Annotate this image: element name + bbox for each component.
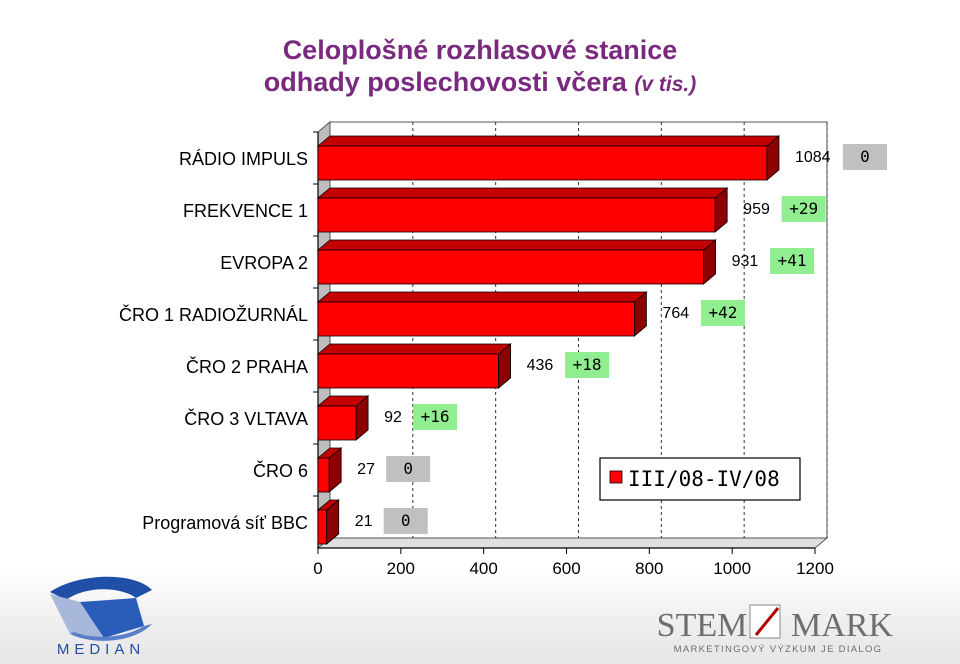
chart-title-main: odhady poslechovosti včera — [263, 67, 627, 97]
bar-front-face — [317, 457, 330, 493]
category-label: ČRO 1 RADIOŽURNÁL — [119, 304, 308, 325]
bar-chart: 0 200 400 600 800 1000 1200 RÁDIO IMPULS 1084 0 FR… — [119, 120, 887, 578]
x-tick-label: 800 — [635, 559, 663, 578]
category-label: ČRO 3 VLTAVA — [184, 408, 308, 429]
bar-end-face — [498, 343, 511, 389]
bar-end-face — [714, 187, 728, 233]
bar-end-face — [326, 499, 340, 545]
change-label: +42 — [708, 303, 737, 322]
bar-1 — [316, 135, 781, 181]
bar-end-face — [703, 239, 716, 285]
change-badge — [842, 144, 887, 170]
change-label: +16 — [421, 407, 450, 426]
x-tick-label: 400 — [469, 559, 497, 578]
bar-top-face — [316, 291, 648, 303]
bar-end-face — [634, 291, 647, 337]
category-label: RÁDIO IMPULS — [179, 149, 308, 169]
bar-7 — [316, 447, 343, 493]
bar-top-face — [316, 135, 781, 147]
change-badge — [386, 456, 431, 482]
value-label: 92 — [384, 409, 402, 426]
bar-end-face — [328, 447, 342, 493]
change-badge — [565, 352, 610, 378]
value-label: 764 — [662, 305, 689, 322]
change-label: +18 — [573, 355, 602, 374]
value-label: 436 — [527, 357, 554, 374]
change-label: 0 — [403, 459, 413, 478]
median-logo-text: MEDIAN — [57, 641, 145, 658]
x-tick-label: 1000 — [713, 559, 751, 578]
x-tick-label: 1200 — [796, 559, 834, 578]
plot-floor — [316, 537, 829, 549]
change-label: +29 — [789, 199, 818, 218]
bar-8 — [316, 499, 340, 545]
legend-swatch — [609, 470, 623, 484]
stem-logo-text: STEM — [657, 607, 748, 644]
bar-top-face — [316, 239, 717, 251]
bar-front-face — [317, 353, 499, 389]
value-label: 931 — [732, 253, 759, 270]
bar-front-face — [317, 145, 768, 181]
x-tick-label: 600 — [552, 559, 580, 578]
bar-front-face — [317, 405, 357, 441]
bar-2 — [316, 187, 729, 233]
value-label: 27 — [357, 461, 375, 478]
chart-legend: III/08-IV/08 — [599, 457, 801, 501]
category-label: FREKVENCE 1 — [183, 201, 308, 221]
change-badge — [700, 300, 745, 326]
change-label: +41 — [778, 251, 807, 270]
legend-box — [599, 457, 801, 501]
bar-end-face — [766, 135, 780, 181]
bar-3 — [316, 239, 717, 285]
bar-5 — [316, 343, 512, 389]
bar-front-face — [317, 249, 704, 285]
value-label: 21 — [355, 513, 373, 530]
bar-6 — [316, 395, 370, 441]
change-badge — [413, 404, 458, 430]
change-badge — [770, 248, 815, 274]
stem-mark-logo: STEM MARK MARKETINGOVÝ VÝZKUM JE DIALOG — [657, 604, 893, 655]
category-label: Programová síť BBC — [142, 513, 308, 533]
category-label: ČRO 6 — [253, 460, 308, 481]
x-tick-label: 0 — [313, 559, 322, 578]
category-label: ČRO 2 PRAHA — [186, 356, 308, 377]
change-badge — [781, 196, 826, 222]
bar-front-face — [317, 509, 328, 545]
bar-end-face — [355, 395, 369, 441]
stem-mark-tagline: MARKETINGOVÝ VÝZKUM JE DIALOG — [674, 644, 883, 655]
category-label: EVROPA 2 — [220, 253, 308, 273]
chart-title-line2: odhady poslechovosti včera (v tis.) — [0, 65, 960, 102]
median-logo: MEDIAN — [50, 576, 152, 658]
change-label: 0 — [860, 147, 870, 166]
change-label: 0 — [401, 511, 411, 530]
bar-4 — [316, 291, 648, 337]
bar-top-face — [316, 343, 512, 355]
mark-logo-text: MARK — [791, 607, 893, 644]
chart-title-line1: Celoplošné rozhlasové stanice — [282, 35, 678, 65]
change-badge — [383, 508, 428, 534]
legend-label: III/08-IV/08 — [628, 467, 780, 491]
x-tick-label: 200 — [387, 559, 415, 578]
chart-title-unit-note: (v tis.) — [634, 73, 697, 96]
bar-front-face — [317, 197, 716, 233]
value-label: 959 — [743, 201, 770, 218]
bar-top-face — [316, 187, 729, 199]
bar-front-face — [317, 301, 635, 337]
value-label: 1084 — [795, 149, 831, 166]
